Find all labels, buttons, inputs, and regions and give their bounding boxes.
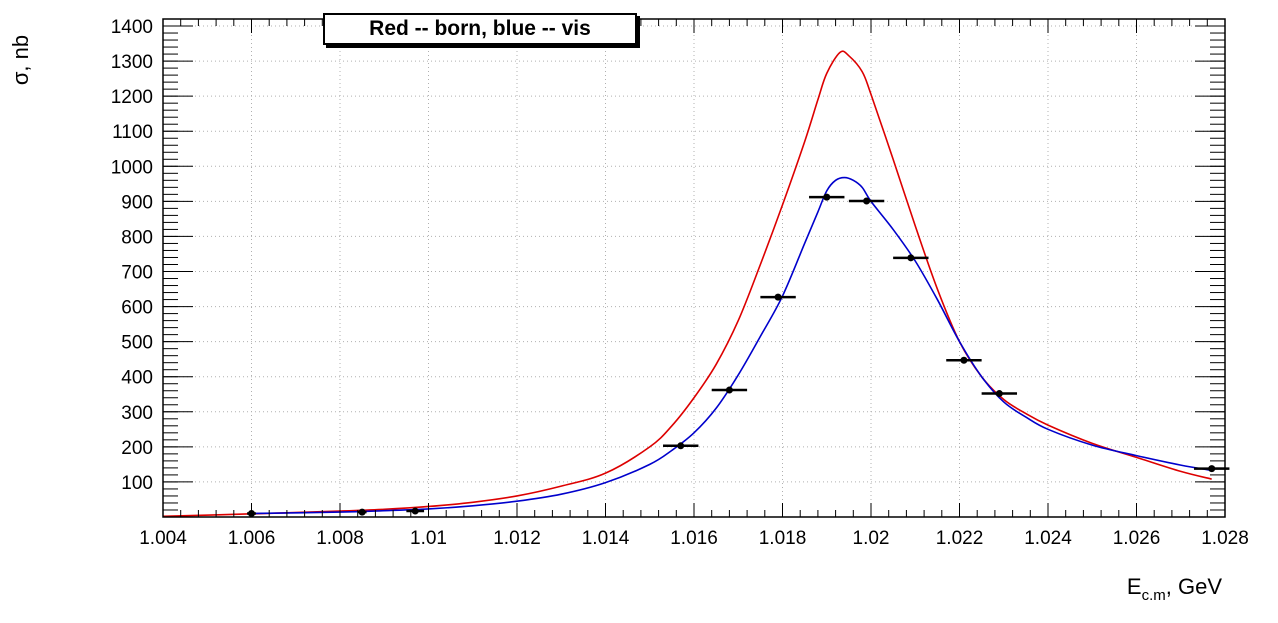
y-tick-label: 200 [121,438,153,459]
data-point [774,293,782,301]
y-tick-label: 300 [121,403,153,424]
x-tick-label: 1.014 [582,528,630,549]
y-tick-label: 1400 [111,17,153,38]
x-tick-label: 1.004 [139,528,187,549]
y-tick-label: 800 [121,227,153,248]
y-tick-label: 700 [121,263,153,284]
y-tick-label: 900 [121,192,153,213]
data-point [960,356,968,364]
x-axis-title-subscript: c.m [1142,587,1166,604]
x-axis-title: Ec.m, GeV [1127,574,1222,604]
y-tick-label: 100 [121,473,153,494]
data-point [823,193,831,201]
x-axis-title-suffix: , GeV [1166,574,1223,599]
x-tick-label: 1.008 [316,528,364,549]
data-point [358,508,366,516]
data-point [411,507,419,515]
x-tick-label: 1.01 [410,528,447,549]
x-axis-title-main: E [1127,574,1142,599]
born-curve [162,50,1212,518]
data-point [907,254,915,262]
x-tick-label: 1.024 [1024,528,1072,549]
y-tick-label: 1200 [111,87,153,108]
grid-layer [162,19,1226,517]
y-tick-label: 1100 [112,122,153,143]
x-tick-label: 1.02 [853,528,890,549]
x-tick-label: 1.012 [493,528,541,549]
x-tick-label: 1.016 [670,528,718,549]
x-tick-label: 1.026 [1113,528,1161,549]
data-point [725,386,733,394]
tick-label-layer: 1.004 1.006 1.008 1.01 1.012 1.014 1.016 1.018 1… [111,17,1249,549]
data-point [1208,465,1216,473]
data-point [863,197,871,205]
data-point [995,390,1003,398]
x-tick-label: 1.006 [228,528,276,549]
point-layer [247,193,1230,517]
x-tick-label: 1.022 [936,528,984,549]
x-tick-label: 1.018 [759,528,807,549]
curve-layer [162,50,1212,518]
chart-title: Red -- born, blue -- vis [323,13,637,45]
tick-layer [162,18,1226,518]
y-tick-label: 1300 [111,52,153,73]
y-tick-label: 600 [121,298,153,319]
data-point [677,442,685,450]
vis-curve [251,176,1212,515]
y-axis-title: σ, nb [8,35,33,85]
y-tick-label: 500 [121,333,153,354]
x-tick-label: 1.028 [1201,528,1249,549]
y-tick-label: 400 [121,368,153,389]
y-tick-label: 1000 [111,157,153,178]
